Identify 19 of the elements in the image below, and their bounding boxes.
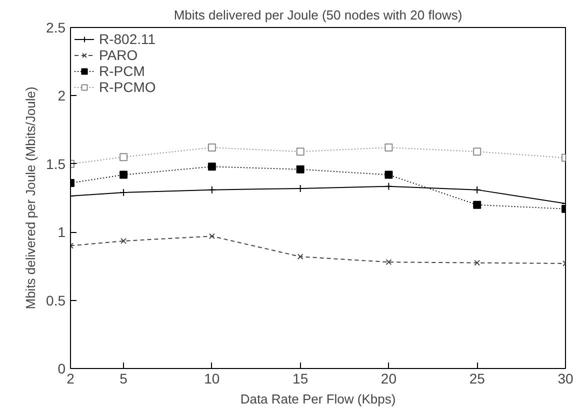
y-tick-label: 1.5: [46, 156, 66, 172]
y-tick-label: 2: [58, 88, 66, 104]
y-tick-label: 0.5: [46, 292, 66, 308]
y-tick-label: 2.5: [46, 20, 66, 36]
x-tick-label: 20: [380, 370, 397, 386]
legend-label: R-802.11: [99, 31, 156, 47]
legend-label: PARO: [99, 47, 138, 63]
x-axis-title: Data Rate Per Flow (Kbps): [240, 392, 396, 406]
x-tick-label: 10: [204, 370, 220, 386]
y-tick-label: 0: [58, 360, 66, 376]
chart-title: Mbits delivered per Joule (50 nodes with 20 flows): [174, 8, 462, 22]
y-axis-title: Mbits delivered per Joule (Mbits/Joule): [23, 86, 38, 310]
legend-label: R-PCM: [99, 63, 145, 79]
x-tick-label: 15: [292, 370, 308, 386]
x-tick-label: 30: [558, 370, 574, 386]
legend-label: R-PCMO: [99, 79, 156, 95]
x-tick-label: 25: [469, 370, 486, 386]
x-tick-label: 5: [120, 370, 128, 386]
y-tick-label: 1: [58, 224, 66, 240]
